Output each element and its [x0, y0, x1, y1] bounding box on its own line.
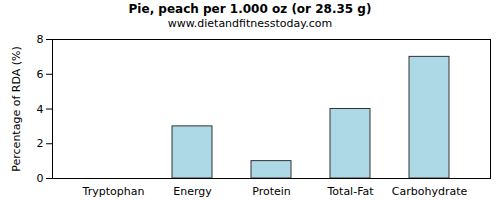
svg-text:Carbohydrate: Carbohydrate: [392, 185, 468, 198]
html-text:Pie, peach per 1.000 oz (or 28: Pie, peach per 1.000 oz (or 28.35 g): [128, 2, 372, 16]
svg-text:Tryptophan: Tryptophan: [82, 185, 145, 198]
svg-text:Energy: Energy: [173, 185, 212, 198]
svg-text:8: 8: [37, 33, 44, 46]
svg-text:Total-Fat: Total-Fat: [326, 185, 374, 198]
svg-text:Protein: Protein: [252, 185, 291, 198]
svg-text:0: 0: [37, 172, 44, 185]
svg-text:2: 2: [37, 137, 44, 150]
svg-text:Percentage of RDA (%): Percentage of RDA (%): [10, 46, 23, 171]
svg-text:4: 4: [37, 103, 44, 116]
html-text:www.dietandfitnesstoday.com: www.dietandfitnesstoday.com: [167, 17, 333, 30]
svg-text:6: 6: [37, 68, 44, 81]
